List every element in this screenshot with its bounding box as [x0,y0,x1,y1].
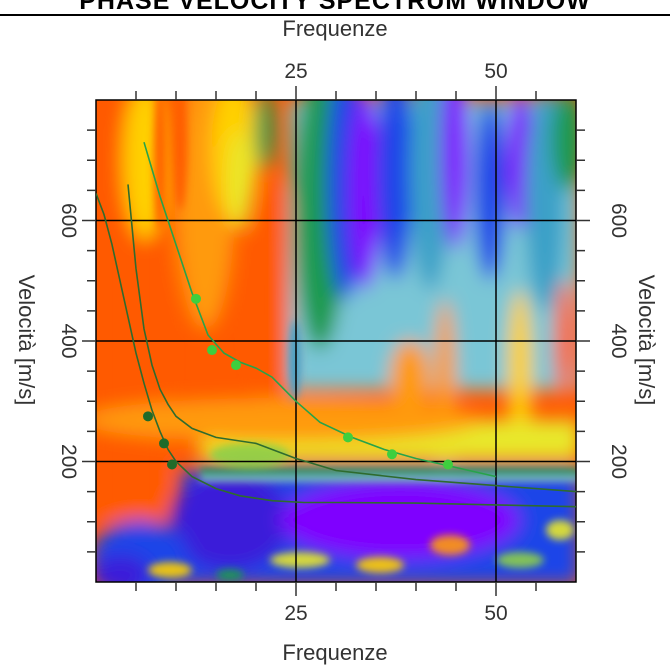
picked-point-higher-1[interactable] [207,345,217,356]
y-tick-label-left-1: 400 [57,323,80,358]
x-tick-label-top-1: 50 [484,60,507,83]
y-tick-label-left-2: 600 [57,203,80,238]
picked-point-higher-2[interactable] [231,360,241,371]
dispersion-curve-1 [127,184,576,493]
title-divider [0,14,670,16]
axis-ticks [82,86,590,596]
x-axis-title-bottom: Frequenze [282,640,388,665]
y-tick-label-right-1: 400 [607,323,630,358]
picked-points [143,293,453,470]
y-tick-label-right-0: 200 [607,444,630,479]
picked-point-fundamental-2[interactable] [167,459,177,470]
y-tick-label-right-2: 600 [607,203,630,238]
window-title: PHASE VELOCITY SPECTRUM WINDOW [79,0,591,15]
picked-point-fundamental-0[interactable] [143,411,153,422]
x-tick-label-bottom-0: 25 [284,602,307,625]
picked-point-higher-4[interactable] [387,449,397,460]
tick-labels: 25 25 50 50 200 200 400 400 600 600 [57,60,630,625]
x-tick-label-bottom-1: 50 [484,602,507,625]
picked-point-fundamental-1[interactable] [159,438,169,449]
x-tick-label-top-0: 25 [284,60,307,83]
dispersion-curves [96,141,576,508]
picked-point-higher-0[interactable] [191,293,201,304]
dispersion-curve-2 [143,141,497,478]
picked-point-higher-3[interactable] [343,432,353,443]
y-tick-label-left-0: 200 [57,444,80,479]
x-axis-title-top: Frequenze [282,16,388,41]
dispersion-curve-0 [96,193,576,508]
picked-point-higher-5[interactable] [443,459,453,470]
spectrum-heatmap [96,100,576,582]
